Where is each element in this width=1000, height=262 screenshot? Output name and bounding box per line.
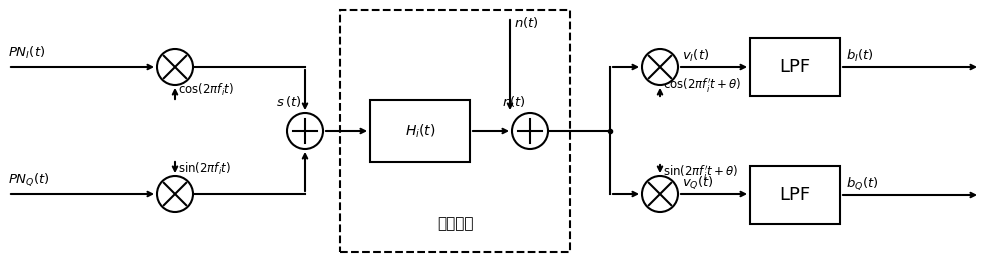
Circle shape	[287, 113, 323, 149]
Text: $\sin(2\pi f_it)$: $\sin(2\pi f_it)$	[178, 161, 231, 177]
Text: $H_i(t)$: $H_i(t)$	[405, 122, 435, 140]
Bar	[750, 38, 840, 96]
Bar	[340, 10, 570, 252]
Text: $v_Q(t)$: $v_Q(t)$	[682, 174, 714, 191]
Text: LPF: LPF	[779, 58, 811, 76]
Circle shape	[642, 176, 678, 212]
Bar	[370, 100, 470, 162]
Circle shape	[157, 176, 193, 212]
Text: $\sin(2\pi f_i't+\theta)$: $\sin(2\pi f_i't+\theta)$	[663, 164, 739, 182]
Text: $\cos(2\pi f_it)$: $\cos(2\pi f_it)$	[178, 82, 234, 98]
Text: $b_I(t)$: $b_I(t)$	[846, 48, 874, 64]
Circle shape	[512, 113, 548, 149]
Text: 测试信道: 测试信道	[437, 216, 473, 232]
Text: $b_Q(t)$: $b_Q(t)$	[846, 175, 878, 192]
Circle shape	[157, 49, 193, 85]
Circle shape	[642, 49, 678, 85]
Text: $PN_Q(t)$: $PN_Q(t)$	[8, 171, 50, 188]
Text: $n(t)$: $n(t)$	[514, 15, 539, 30]
Text: $r\,(t)$: $r\,(t)$	[502, 94, 526, 109]
Text: $PN_I(t)$: $PN_I(t)$	[8, 45, 45, 61]
Text: $\cos(2\pi f_i't+\theta)$: $\cos(2\pi f_i't+\theta)$	[663, 77, 741, 95]
Bar	[750, 166, 840, 224]
Text: LPF: LPF	[779, 186, 811, 204]
Text: $s\,(t)$: $s\,(t)$	[276, 94, 301, 109]
Text: $v_I(t)$: $v_I(t)$	[682, 48, 709, 64]
